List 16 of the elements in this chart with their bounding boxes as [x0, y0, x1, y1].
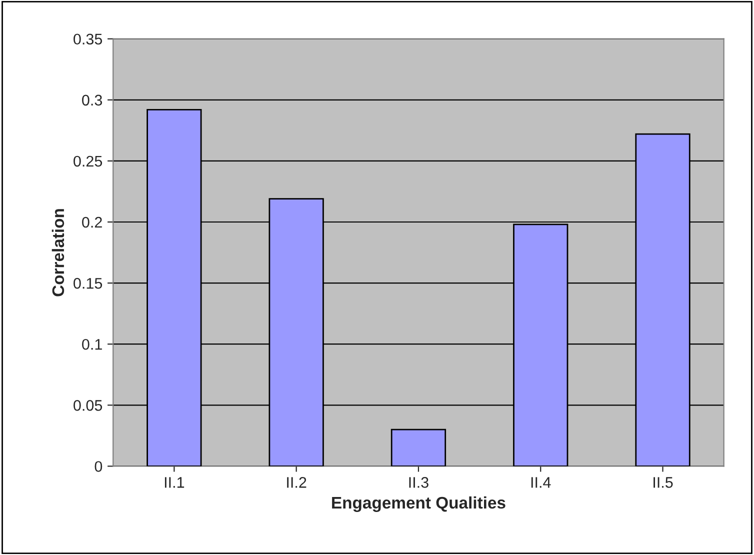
x-tick-label: II.2 [287, 477, 306, 488]
y-tick-label: 0.25 [74, 156, 102, 167]
y-tick-label: 0.2 [82, 216, 102, 228]
x-tick-label: II.3 [409, 477, 428, 488]
y-axis-title: Correlation [52, 209, 64, 296]
x-tick-label: II.1 [164, 477, 184, 488]
x-axis-title: Engagement Qualities [332, 496, 506, 512]
y-tick-label: 0 [94, 461, 102, 472]
y-tick-label: 0.15 [74, 278, 102, 289]
y-tick-label: 0.1 [82, 338, 102, 350]
y-tick-label: 0.3 [82, 94, 102, 106]
y-tick-label: 0.05 [74, 400, 102, 411]
y-tick-label: 0.35 [74, 34, 102, 45]
bar [390, 428, 446, 466]
x-tick-label: II.4 [531, 477, 551, 488]
x-tick-label: II.5 [654, 477, 673, 488]
